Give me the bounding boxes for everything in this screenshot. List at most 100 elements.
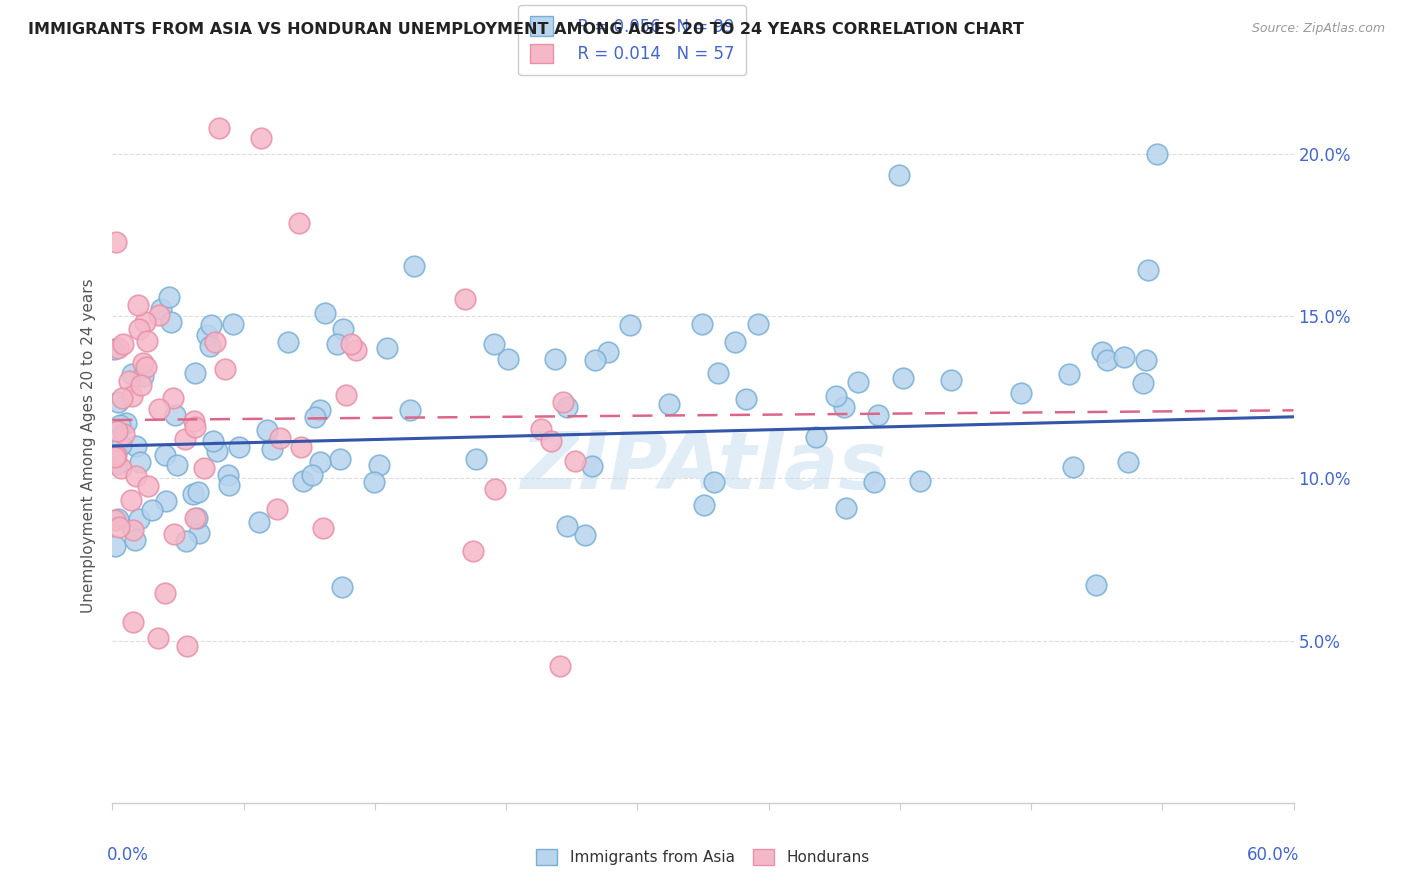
Point	[181, 487, 204, 501]
Point	[863, 475, 886, 490]
Point	[1116, 455, 1139, 469]
Point	[557, 519, 579, 533]
Legend:   R = 0.056   N = 99,   R = 0.014   N = 57: R = 0.056 N = 99, R = 0.014 N = 57	[519, 4, 747, 75]
Point	[228, 440, 250, 454]
Point	[153, 585, 176, 599]
Point	[110, 417, 132, 432]
Point	[1146, 147, 1168, 161]
Point	[107, 395, 129, 409]
Point	[583, 353, 606, 368]
Point	[217, 468, 239, 483]
Point	[184, 511, 207, 525]
Point	[149, 301, 172, 316]
Point	[105, 424, 128, 438]
Point	[1010, 385, 1032, 400]
Point	[214, 362, 236, 376]
Point	[136, 334, 159, 349]
Point	[129, 378, 152, 392]
Point	[256, 423, 278, 437]
Point	[309, 403, 332, 417]
Point	[128, 511, 150, 525]
Point	[484, 483, 506, 497]
Point	[368, 458, 391, 472]
Point	[104, 450, 127, 464]
Point	[596, 345, 619, 359]
Point	[250, 131, 273, 145]
Point	[136, 479, 159, 493]
Point	[108, 520, 131, 534]
Point	[129, 455, 152, 469]
Point	[107, 341, 129, 355]
Point	[122, 523, 145, 537]
Point	[183, 420, 205, 434]
Point	[105, 235, 128, 249]
Point	[332, 322, 354, 336]
Point	[104, 448, 127, 462]
Point	[692, 317, 714, 331]
Point	[703, 475, 725, 489]
Point	[707, 366, 730, 380]
Point	[247, 515, 270, 529]
Point	[155, 493, 177, 508]
Legend: Immigrants from Asia, Hondurans: Immigrants from Asia, Hondurans	[530, 843, 876, 871]
Point	[183, 414, 205, 428]
Point	[132, 368, 155, 383]
Point	[314, 306, 336, 320]
Point	[312, 520, 335, 534]
Point	[163, 409, 186, 423]
Point	[496, 351, 519, 366]
Point	[404, 259, 426, 273]
Point	[747, 317, 769, 331]
Point	[1132, 376, 1154, 390]
Point	[205, 443, 228, 458]
Point	[335, 387, 357, 401]
Point	[134, 315, 156, 329]
Point	[465, 452, 488, 467]
Point	[221, 317, 243, 331]
Point	[548, 659, 571, 673]
Point	[111, 391, 134, 405]
Point	[363, 475, 385, 489]
Point	[148, 401, 170, 416]
Point	[266, 501, 288, 516]
Point	[941, 373, 963, 387]
Point	[186, 510, 208, 524]
Point	[329, 451, 352, 466]
Point	[148, 309, 170, 323]
Point	[131, 356, 153, 370]
Point	[148, 631, 170, 645]
Point	[166, 458, 188, 472]
Point	[110, 461, 132, 475]
Point	[1091, 345, 1114, 359]
Point	[825, 389, 848, 403]
Point	[125, 469, 148, 483]
Text: 60.0%: 60.0%	[1247, 846, 1299, 863]
Point	[260, 442, 283, 456]
Point	[832, 400, 855, 414]
Point	[540, 434, 562, 449]
Point	[461, 544, 484, 558]
Point	[120, 493, 142, 508]
Point	[530, 422, 553, 436]
Point	[553, 395, 575, 409]
Point	[330, 580, 353, 594]
Point	[482, 336, 505, 351]
Point	[454, 292, 477, 306]
Point	[162, 527, 184, 541]
Point	[866, 408, 889, 422]
Point	[187, 485, 209, 500]
Point	[887, 168, 910, 182]
Point	[555, 400, 578, 414]
Point	[693, 498, 716, 512]
Point	[218, 478, 240, 492]
Point	[290, 441, 312, 455]
Point	[277, 334, 299, 349]
Point	[135, 359, 157, 374]
Point	[1057, 368, 1080, 382]
Point	[157, 290, 180, 304]
Point	[846, 376, 869, 390]
Point	[658, 397, 681, 411]
Point	[200, 318, 222, 332]
Point	[891, 370, 914, 384]
Point	[806, 430, 828, 444]
